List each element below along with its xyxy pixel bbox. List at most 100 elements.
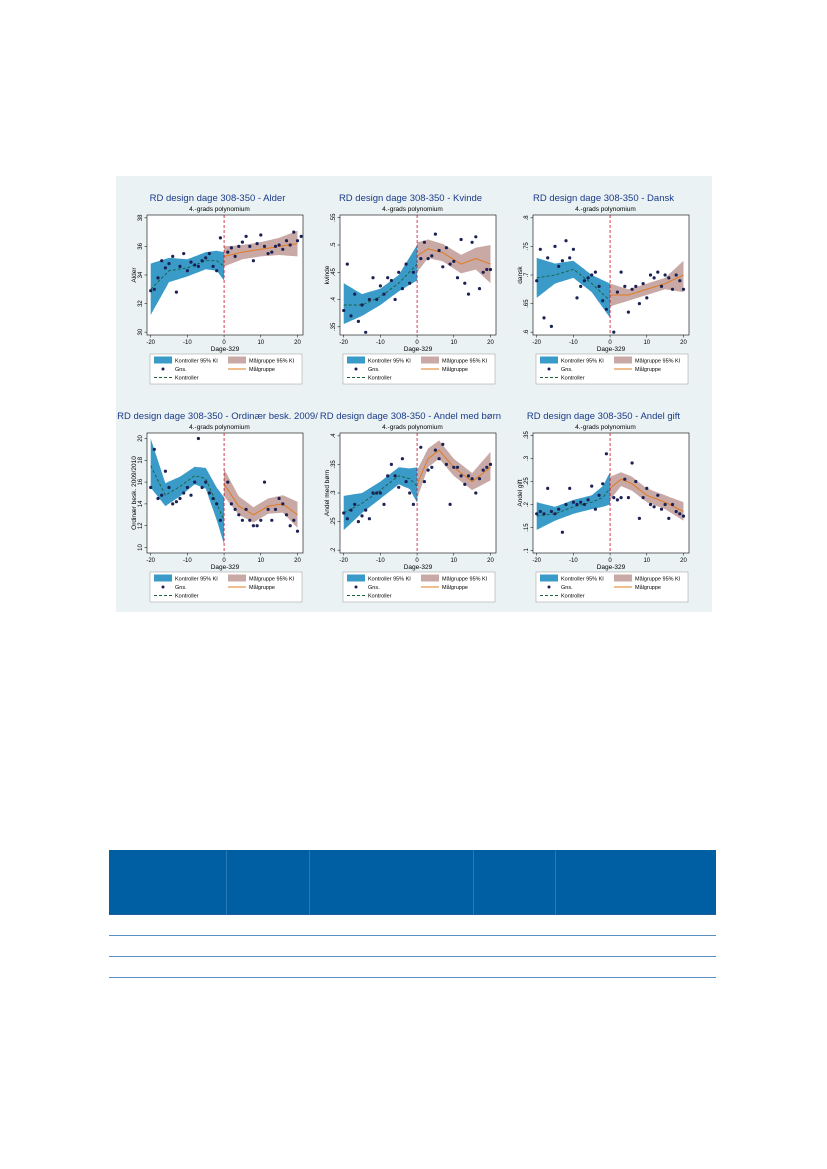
control-ci-band (150, 438, 225, 545)
data-point (160, 259, 164, 263)
data-point (411, 270, 415, 274)
data-point (419, 445, 423, 449)
data-point (612, 496, 616, 500)
legend-label-control-ci: Kontroller 95% KI (561, 577, 604, 583)
data-point (546, 486, 550, 490)
data-point (579, 284, 583, 288)
data-point (167, 485, 171, 490)
data-point (623, 284, 627, 288)
data-point (270, 518, 274, 522)
target-ci-band (224, 230, 298, 267)
legend-label-target-ci: Målgruppe 95% KI (249, 576, 295, 583)
y-tick-label: 30 (138, 328, 144, 335)
data-point (218, 518, 222, 522)
target-ci-band (610, 472, 684, 521)
data-point (375, 297, 379, 302)
data-point (564, 502, 568, 507)
data-point (386, 474, 390, 478)
data-point (601, 299, 605, 303)
x-tick-label: 20 (294, 558, 301, 564)
x-tick-label: -10 (569, 340, 578, 346)
control-fit-line (150, 260, 225, 290)
data-point (455, 276, 460, 280)
x-tick-label: 0 (608, 340, 612, 346)
data-point (485, 267, 489, 272)
data-point (459, 237, 463, 242)
data-point (601, 482, 605, 486)
y-tick-label: 10 (138, 544, 144, 551)
data-point (382, 292, 386, 296)
data-point (349, 508, 353, 512)
data-point (284, 513, 289, 517)
data-point (463, 281, 467, 285)
legend-marker-points (354, 367, 358, 371)
data-point (345, 517, 349, 521)
y-axis-label: Alder (131, 267, 138, 283)
data-point (171, 254, 175, 258)
data-point (593, 507, 597, 511)
data-point (626, 496, 630, 500)
legend-label-control-ci: Kontroller 95% KI (561, 359, 604, 365)
control-ci-band (150, 250, 225, 315)
data-point (251, 524, 255, 528)
legend-box (535, 353, 689, 385)
data-point (353, 502, 357, 506)
y-tick-label: 20 (138, 434, 144, 441)
data-point (488, 462, 493, 466)
data-point (634, 284, 638, 288)
y-tick-label: 14 (138, 500, 144, 507)
data-point (389, 462, 393, 466)
x-tick-label: 0 (608, 558, 612, 564)
data-point (477, 287, 482, 291)
legend-swatch-target-ci (228, 574, 246, 582)
control-fit-line (150, 465, 225, 521)
data-point (240, 240, 244, 244)
data-point (349, 314, 353, 318)
data-point (251, 259, 255, 263)
x-tick-label: -10 (183, 558, 192, 564)
data-point (182, 491, 186, 495)
data-point (233, 254, 237, 258)
table-header-cell (226, 850, 310, 915)
legend-label-control-fit: Kontroller (175, 594, 199, 600)
data-point (360, 514, 364, 518)
data-point (488, 267, 493, 272)
y-tick-label: .2 (524, 501, 530, 507)
data-point (448, 262, 452, 266)
chart-legend: Kontroller 95% KI Målgruppe 95% KI Gns. Mål… (535, 571, 689, 603)
x-tick-label: -20 (146, 340, 155, 346)
data-point (535, 512, 539, 516)
data-point (400, 457, 404, 461)
data-point (648, 502, 653, 507)
y-tick-label: .4 (331, 296, 337, 302)
data-point (233, 507, 237, 511)
x-tick-label: 20 (487, 558, 494, 564)
y-tick-label: .35 (331, 322, 337, 331)
data-point (229, 246, 233, 250)
data-point (200, 485, 204, 490)
chart-title: RD design dage 308-350 - Andel gift (527, 411, 681, 422)
data-point (444, 246, 448, 250)
legend-label-control-ci: Kontroller 95% KI (175, 577, 218, 583)
data-point (288, 524, 292, 528)
data-point (433, 448, 437, 452)
legend-label-control-ci: Kontroller 95% KI (175, 359, 218, 365)
data-point (678, 512, 682, 516)
x-tick-label: 10 (450, 558, 457, 564)
chart-legend: Kontroller 95% KI Målgruppe 95% KI Gns. Mål… (149, 571, 303, 603)
data-point (582, 279, 586, 283)
data-point (648, 273, 653, 277)
data-point (448, 502, 452, 506)
chart-legend: Kontroller 95% KI Målgruppe 95% KI Gns. Mål… (535, 353, 689, 385)
data-point (356, 520, 360, 524)
table-row (109, 935, 716, 957)
data-point (226, 250, 230, 254)
legend-label-control-fit: Kontroller (175, 376, 199, 382)
y-tick-label: .5 (331, 242, 337, 248)
data-point (299, 234, 303, 238)
target-fit-line (610, 274, 684, 296)
data-point (604, 452, 608, 456)
data-point (193, 480, 197, 484)
legend-label-target-fit: Målgruppe (442, 584, 468, 591)
data-point (262, 480, 267, 484)
